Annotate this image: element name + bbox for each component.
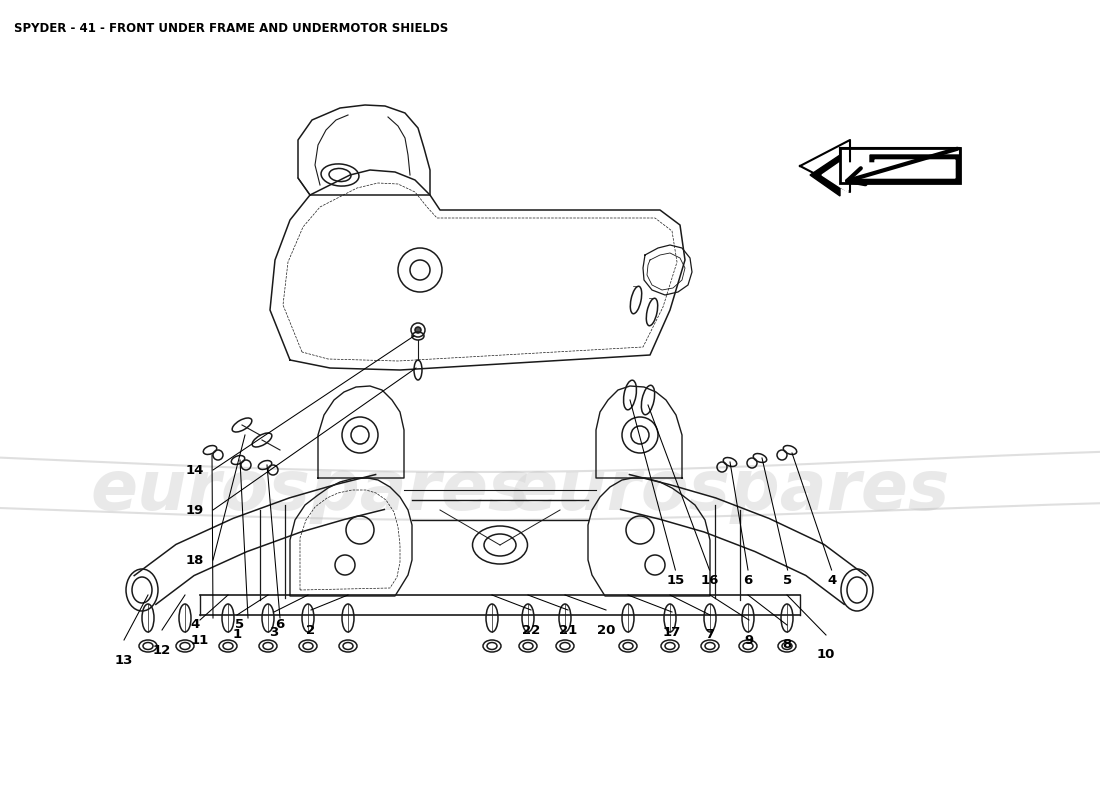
Text: 19: 19 bbox=[186, 503, 205, 517]
Text: 17: 17 bbox=[663, 626, 681, 638]
Text: 5: 5 bbox=[783, 574, 792, 586]
Text: 15: 15 bbox=[667, 574, 684, 586]
Text: 20: 20 bbox=[597, 623, 615, 637]
Text: 7: 7 bbox=[705, 629, 715, 642]
Text: 22: 22 bbox=[521, 623, 540, 637]
Text: 18: 18 bbox=[186, 554, 205, 566]
Text: SPYDER - 41 - FRONT UNDER FRAME AND UNDERMOTOR SHIELDS: SPYDER - 41 - FRONT UNDER FRAME AND UNDE… bbox=[14, 22, 449, 35]
Text: 4: 4 bbox=[827, 574, 836, 586]
Text: eurospares: eurospares bbox=[510, 457, 949, 523]
Text: 13: 13 bbox=[114, 654, 133, 666]
Polygon shape bbox=[840, 148, 960, 183]
Text: 21: 21 bbox=[559, 623, 578, 637]
Text: 9: 9 bbox=[745, 634, 754, 646]
Text: 5: 5 bbox=[235, 618, 244, 631]
Text: 6: 6 bbox=[275, 618, 285, 631]
Text: 1: 1 bbox=[232, 629, 242, 642]
Text: 6: 6 bbox=[744, 574, 752, 586]
Text: eurospares: eurospares bbox=[90, 457, 530, 523]
Text: 8: 8 bbox=[782, 638, 792, 651]
Text: 2: 2 bbox=[307, 623, 316, 637]
Text: 10: 10 bbox=[817, 649, 835, 662]
Polygon shape bbox=[800, 140, 850, 192]
Text: 12: 12 bbox=[153, 643, 172, 657]
Circle shape bbox=[415, 327, 421, 333]
Text: 11: 11 bbox=[191, 634, 209, 646]
Text: 14: 14 bbox=[186, 463, 205, 477]
Polygon shape bbox=[822, 157, 955, 192]
Text: 4: 4 bbox=[190, 618, 199, 631]
Polygon shape bbox=[810, 155, 960, 196]
Text: 16: 16 bbox=[701, 574, 718, 586]
Text: 3: 3 bbox=[270, 626, 278, 638]
